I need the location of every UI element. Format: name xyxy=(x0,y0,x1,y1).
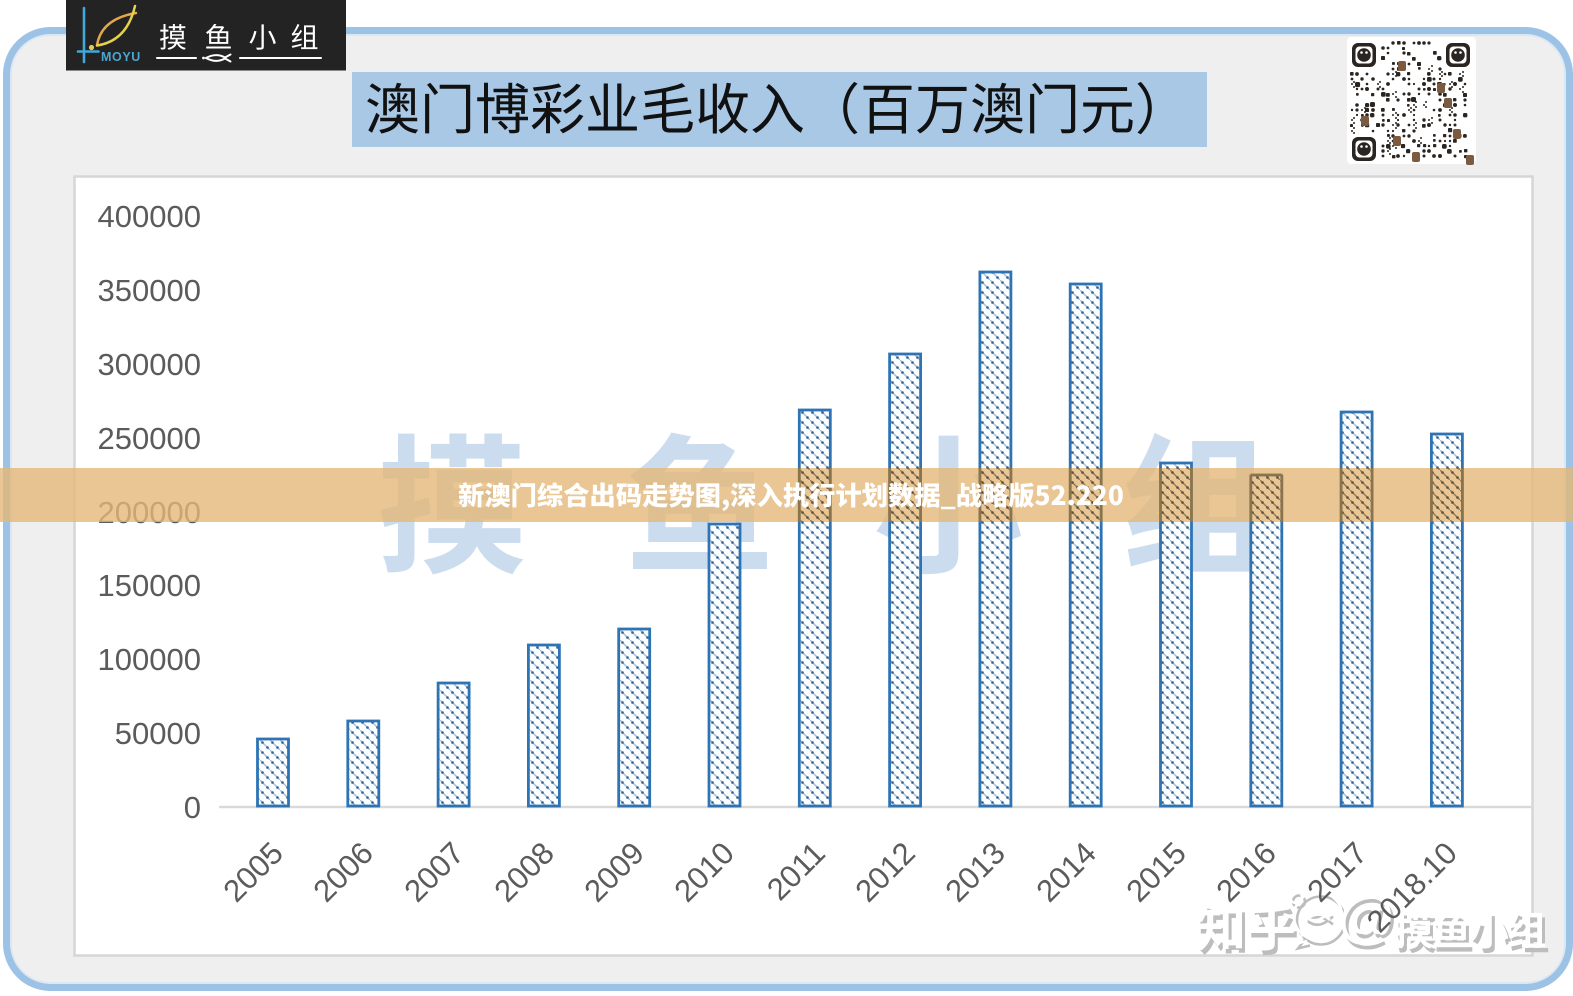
svg-text:@: @ xyxy=(1340,890,1399,955)
svg-text:@: @ xyxy=(1337,885,1396,950)
svg-text:100000: 100000 xyxy=(98,642,201,677)
svg-text:300000: 300000 xyxy=(98,347,201,382)
svg-text:150000: 150000 xyxy=(98,568,201,603)
svg-text:50000: 50000 xyxy=(115,716,201,751)
svg-text:MOYU: MOYU xyxy=(101,50,141,64)
svg-text:250000: 250000 xyxy=(98,421,201,456)
svg-text:350000: 350000 xyxy=(98,273,201,308)
svg-text:0: 0 xyxy=(184,790,201,825)
svg-text:400000: 400000 xyxy=(98,199,201,234)
